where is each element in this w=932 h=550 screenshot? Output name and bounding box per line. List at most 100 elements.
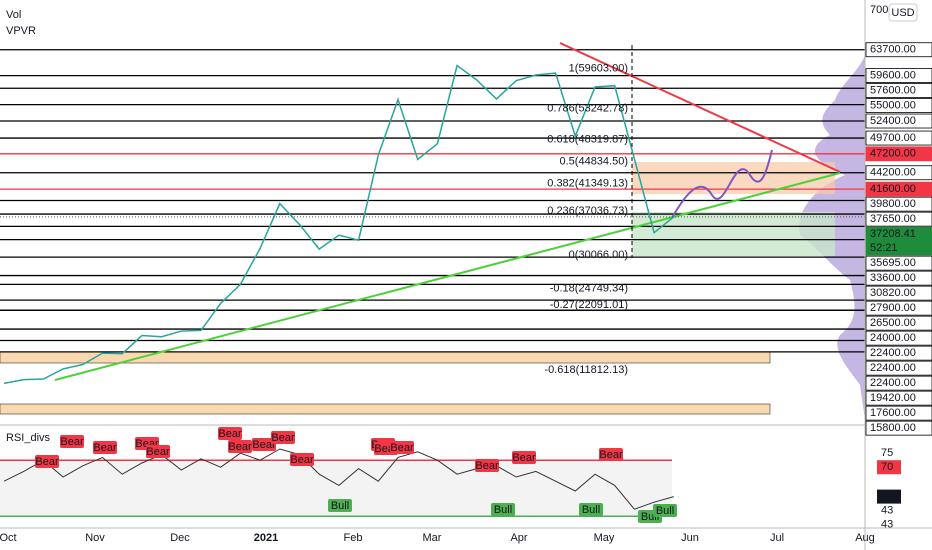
signal-label: Bear [290,454,314,466]
price-label: 63700.00 [870,44,916,56]
signal-label: Bear [146,446,170,458]
price-label-box [865,255,932,271]
signal-label: Bull [582,504,600,516]
price-label: 26500.00 [870,317,916,329]
signal-box [252,438,276,451]
price-label-box [865,181,932,197]
price-label-box [865,211,932,227]
price-label-box [865,390,932,406]
x-tick-label: Oct [0,532,17,544]
price-label-box [865,68,932,83]
price-label-box [865,226,932,256]
signal-box [228,440,252,453]
signal-label: Bear [475,460,499,472]
price-label: 41600.00 [870,183,916,195]
price-label-box [865,165,932,181]
price-label: 47200.00 [870,148,916,160]
x-tick-label: Jul [770,532,784,544]
price-label: 57600.00 [870,85,916,97]
price-label-box [865,375,932,391]
signal-label: Bull [494,504,512,516]
rsi-axis-label: 75 [881,447,893,459]
rsi-title: RSI_divs [6,432,51,444]
x-tick-label: Mar [423,532,442,544]
support-zone [632,212,835,256]
signal-label: Bear [599,449,623,461]
price-label: 15800.00 [870,422,916,434]
price-label-box [865,113,932,129]
price-label-box [865,98,932,113]
price-label-box [865,83,932,98]
x-tick-label: Nov [85,532,105,544]
x-tick-label: May [594,532,615,544]
countdown: 52:21 [870,242,898,254]
signal-label: Bear [271,432,295,444]
price-label: 19420.00 [870,392,916,404]
price-label-box [865,405,932,421]
signal-label: Bull [656,505,674,517]
fib-label: 0(30066.00) [569,249,628,261]
price-label: 33600.00 [870,272,916,284]
fib-label: 0.382(41349.13) [547,178,628,190]
signal-label: Bear [93,442,117,454]
support-trendline [54,172,841,381]
signal-label: Bear [228,441,252,453]
x-tick-label: Apr [510,532,527,544]
x-tick-label: Feb [344,532,363,544]
signal-box [218,427,242,440]
signal-box [579,503,603,516]
price-label-box [865,196,932,212]
signal-box [93,441,117,454]
price-label: 39800.00 [870,198,916,210]
price-label: 37650.00 [870,213,916,225]
rsi-axis-label: 43 [881,519,893,531]
rsi-axis-label: 44 [881,491,893,503]
signal-box [328,499,352,512]
signal-box [35,455,59,468]
signal-box [491,503,515,516]
price-label: 59600.00 [870,70,916,82]
price-label-box [865,330,932,346]
legend-vol: Vol [6,9,21,21]
price-line [3,64,675,385]
currency-button[interactable] [888,3,918,22]
signal-box [653,504,677,517]
signal-box [146,445,170,458]
signal-box [512,451,536,464]
rsi-label-box [877,489,901,504]
fib-label: 0.786(53242.78) [547,103,628,115]
price-label: 22400.00 [870,362,916,374]
highlight-band [0,403,771,415]
signal-label: Bear [218,428,242,440]
x-tick-label: Dec [170,532,190,544]
price-label: 35695.00 [870,257,916,269]
price-label-box [865,420,932,436]
x-tick-label: 2021 [254,532,278,544]
x-tick-label: Aug [855,532,875,544]
price-label: 22400.00 [870,347,916,359]
price-label-box [865,315,932,331]
rsi-line [3,448,674,510]
fib-label: 0.618(48319.87) [547,134,628,146]
signal-label: Bear [35,456,59,468]
fib-label: -0.618(11812.13) [544,364,628,376]
price-label-box [865,300,932,316]
price-label: 27900.00 [870,302,916,314]
signal-box [290,453,314,466]
rsi-label-box [877,460,901,475]
fib-label: 0.5(44834.50) [560,156,629,168]
currency-label[interactable]: USD [891,7,914,19]
price-label: 22400.00 [870,377,916,389]
signal-box [60,435,84,448]
price-label: 55000.00 [870,100,916,112]
legend-vpvr: VPVR [6,25,36,37]
fib-label: -0.27(22091.01) [550,299,628,311]
price-label-box [865,270,932,286]
price-label: 49700.00 [870,132,916,144]
signal-box [271,431,295,444]
price-label: 52400.00 [870,115,916,127]
price-label: 30820.00 [870,287,916,299]
price-label-box [865,130,932,146]
fib-label: 1(59603.00) [569,62,628,74]
